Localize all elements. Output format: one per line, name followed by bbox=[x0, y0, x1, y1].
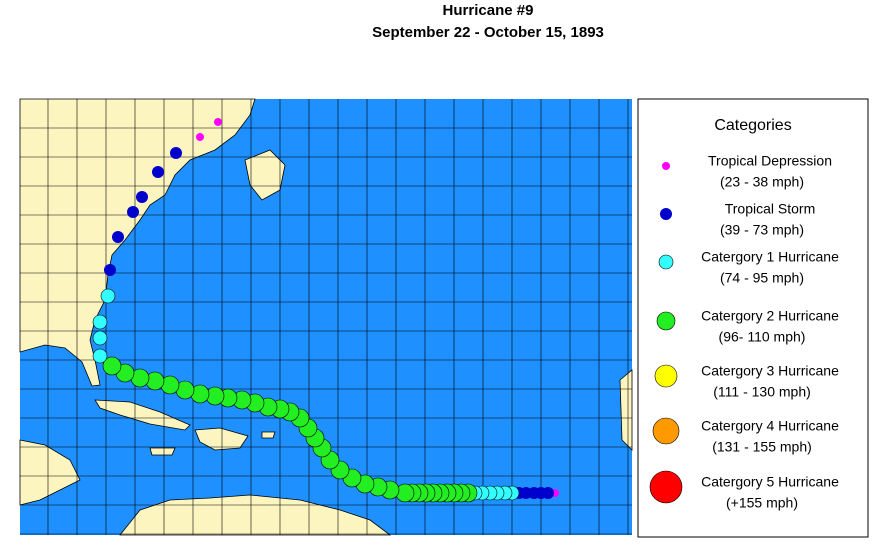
legend-range: (74 - 95 mph) bbox=[720, 270, 804, 286]
map bbox=[19, 98, 633, 536]
legend-label: Catergory 5 Hurricane bbox=[701, 474, 839, 490]
track-point bbox=[104, 264, 116, 276]
legend-swatch bbox=[656, 311, 676, 331]
legend-swatch bbox=[649, 470, 683, 504]
land bbox=[19, 98, 633, 536]
legend-swatch bbox=[662, 162, 670, 170]
legend-label: Tropical Storm bbox=[725, 201, 816, 217]
legend-box bbox=[637, 98, 869, 538]
legend-range: (23 - 38 mph) bbox=[720, 174, 804, 190]
track-point bbox=[92, 348, 108, 364]
legend-label: Tropical Depression bbox=[708, 153, 832, 169]
legend-range: (+155 mph) bbox=[726, 495, 798, 511]
legend-range: (39 - 73 mph) bbox=[720, 222, 804, 238]
legend-label: Catergory 4 Hurricane bbox=[701, 418, 839, 434]
legend-swatch bbox=[660, 208, 672, 220]
legend-range: (131 - 155 mph) bbox=[712, 439, 812, 455]
legend: Categories Tropical Depression (23 - 38 m… bbox=[637, 98, 869, 538]
legend-label: Catergory 1 Hurricane bbox=[701, 249, 839, 265]
grid bbox=[20, 99, 632, 535]
track-point bbox=[170, 147, 182, 159]
track-point bbox=[100, 288, 116, 304]
legend-label: Catergory 3 Hurricane bbox=[701, 363, 839, 379]
legend-items: Tropical Depression (23 - 38 mph) Tropical… bbox=[649, 153, 839, 511]
track-point bbox=[136, 191, 148, 203]
track-point bbox=[92, 314, 108, 330]
track-point bbox=[92, 330, 108, 346]
legend-title: Categories bbox=[714, 117, 791, 134]
track-point bbox=[196, 133, 204, 141]
track bbox=[92, 118, 559, 503]
track-point bbox=[152, 166, 164, 178]
legend-range: (96- 110 mph) bbox=[719, 329, 806, 345]
legend-range: (111 - 130 mph) bbox=[713, 384, 811, 400]
legend-swatch bbox=[654, 364, 678, 388]
subtitle: September 22 - October 15, 1893 bbox=[372, 24, 604, 41]
track-point bbox=[112, 231, 124, 243]
track-point bbox=[214, 118, 222, 126]
title: Hurricane #9 bbox=[443, 2, 534, 19]
track-point bbox=[102, 356, 122, 376]
track-point bbox=[127, 206, 139, 218]
legend-label: Catergory 2 Hurricane bbox=[701, 308, 839, 324]
legend-swatch bbox=[652, 417, 680, 445]
legend-swatch bbox=[658, 254, 674, 270]
